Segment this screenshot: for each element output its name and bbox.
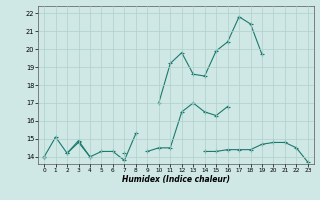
X-axis label: Humidex (Indice chaleur): Humidex (Indice chaleur) bbox=[122, 175, 230, 184]
